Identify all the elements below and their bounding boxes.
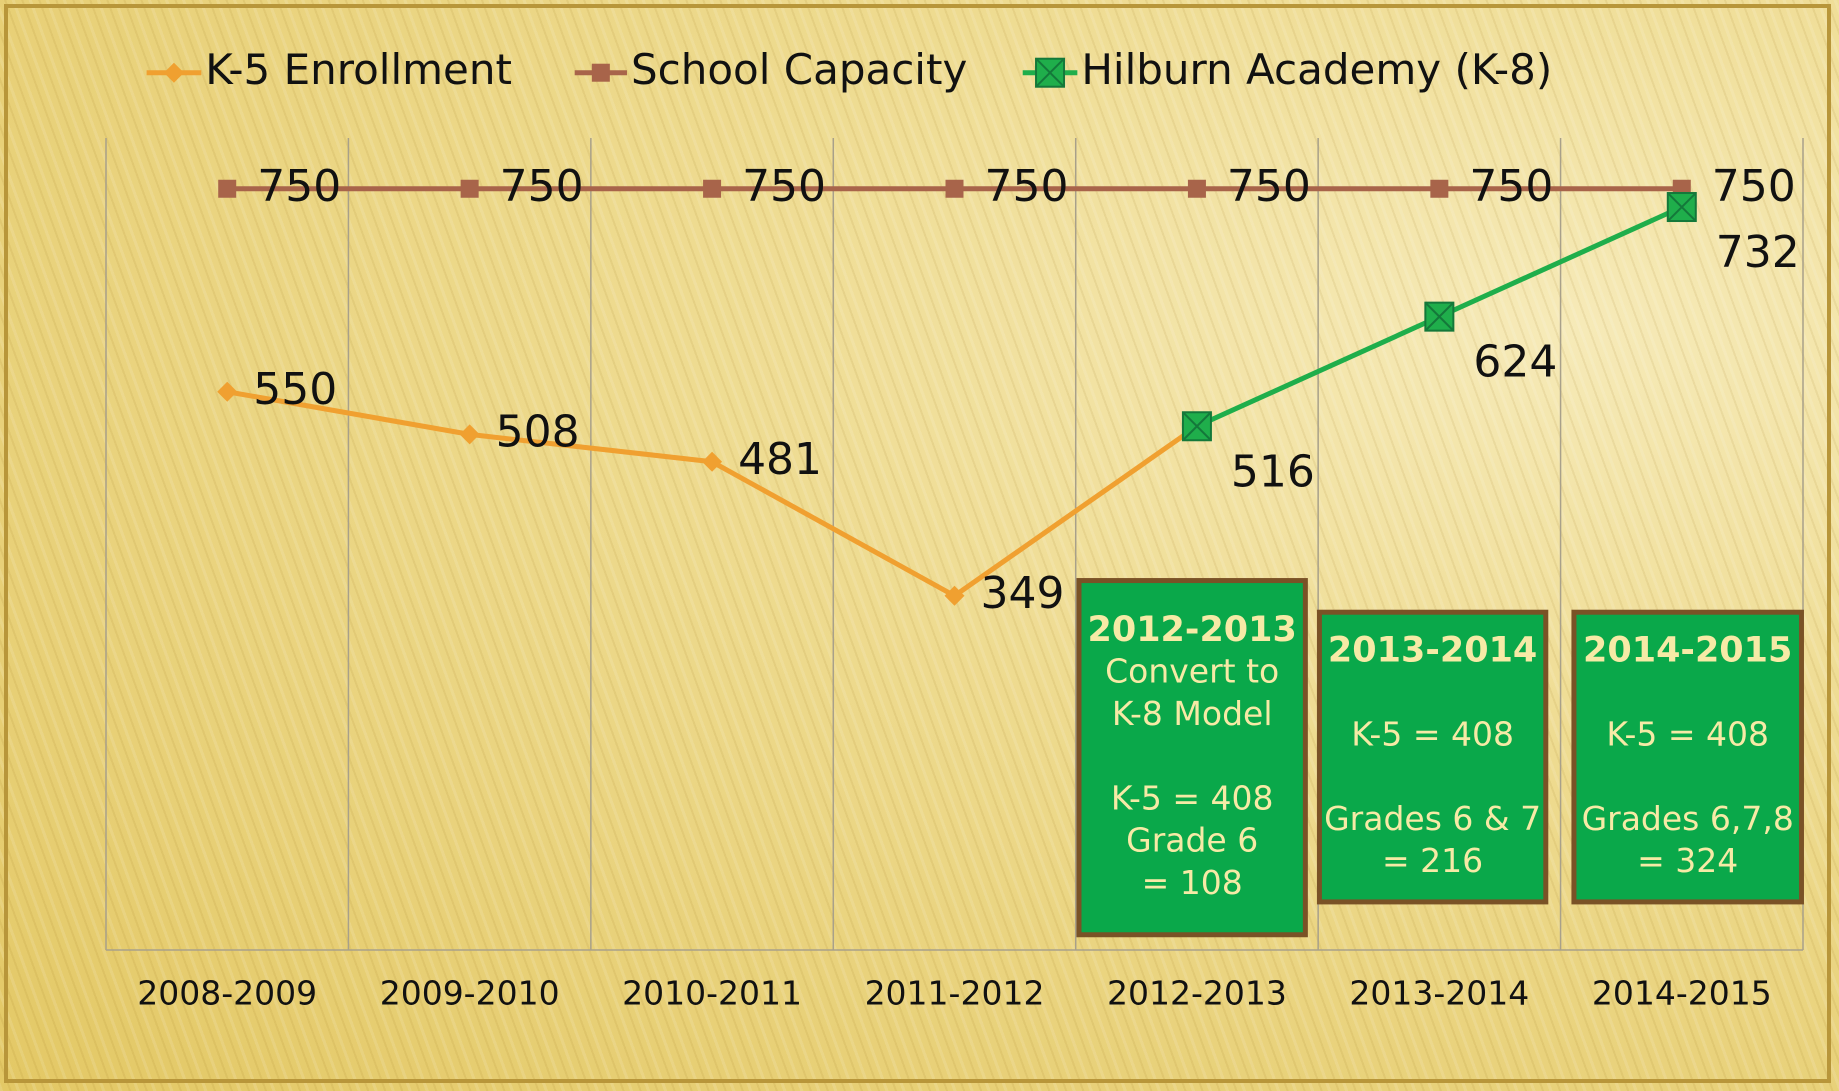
- data-label: 732: [1716, 227, 1800, 278]
- marker-cross: [1424, 301, 1455, 332]
- data-label: 516: [1231, 446, 1315, 497]
- data-label: 750: [1227, 161, 1311, 212]
- marker: [1424, 301, 1455, 332]
- annotation-box: [1571, 609, 1804, 905]
- annotation-text: K-5 = 408: [1351, 714, 1514, 753]
- annotation-text: Grades 6 & 7: [1324, 799, 1541, 838]
- x-tick-label: 2009-2010: [380, 974, 560, 1013]
- frame: [4, 4, 1831, 1083]
- marker-cross: [1035, 58, 1065, 88]
- annotation-text: = 108: [1142, 863, 1243, 902]
- annotation-text: = 216: [1382, 841, 1483, 880]
- marker: [1187, 179, 1206, 198]
- annotation-text: = 324: [1637, 841, 1738, 880]
- marker: [591, 63, 610, 82]
- marker: [218, 179, 237, 198]
- marker: [702, 451, 723, 472]
- data-label: 750: [1469, 161, 1553, 212]
- legend-label: Hilburn Academy (K-8): [1081, 45, 1552, 94]
- legend-label: K-5 Enrollment: [205, 45, 512, 94]
- marker: [459, 424, 480, 445]
- marker: [703, 179, 722, 198]
- marker: [1430, 179, 1449, 198]
- data-label: 750: [1712, 161, 1796, 212]
- marker-cross: [1182, 411, 1212, 441]
- data-label: 750: [742, 161, 826, 212]
- data-label: 624: [1473, 337, 1557, 388]
- data-label: 550: [253, 364, 337, 415]
- x-tick-label: 2010-2011: [622, 974, 802, 1013]
- marker: [460, 179, 479, 198]
- marker: [1666, 192, 1697, 223]
- x-tick-label: 2014-2015: [1592, 974, 1772, 1013]
- marker: [1181, 411, 1212, 442]
- data-label: 481: [738, 434, 822, 485]
- annotation-title: 2012-2013: [1088, 610, 1297, 650]
- data-label: 750: [985, 161, 1069, 212]
- data-label: 349: [981, 568, 1065, 619]
- annotation-text: K-5 = 408: [1606, 714, 1769, 753]
- annotation-text: Convert to: [1105, 652, 1279, 691]
- x-tick-label: 2013-2014: [1349, 974, 1529, 1013]
- annotation-box: [1316, 609, 1549, 905]
- data-label: 508: [496, 406, 580, 457]
- x-tick-label: 2008-2009: [137, 974, 317, 1013]
- annotation-text: Grade 6: [1126, 821, 1258, 860]
- annotation-box: [1076, 578, 1308, 938]
- marker: [163, 62, 184, 83]
- x-tick-label: 2012-2013: [1107, 974, 1287, 1013]
- legend-label: School Capacity: [631, 45, 967, 94]
- data-label: 750: [500, 161, 584, 212]
- x-tick-label: 2011-2012: [865, 974, 1045, 1013]
- annotation-title: 2014-2015: [1583, 631, 1792, 671]
- data-label: 750: [257, 161, 341, 212]
- annotation-text: Grades 6,7,8: [1582, 799, 1794, 838]
- annotation-text: K-8 Model: [1112, 694, 1273, 733]
- marker: [1035, 57, 1066, 88]
- marker-cross: [1667, 192, 1697, 222]
- annotation-title: 2013-2014: [1328, 631, 1537, 671]
- annotation-text: K-5 = 408: [1111, 778, 1274, 817]
- marker: [217, 381, 238, 402]
- marker: [945, 179, 964, 198]
- marker: [944, 585, 965, 606]
- series-line: [226, 389, 1199, 599]
